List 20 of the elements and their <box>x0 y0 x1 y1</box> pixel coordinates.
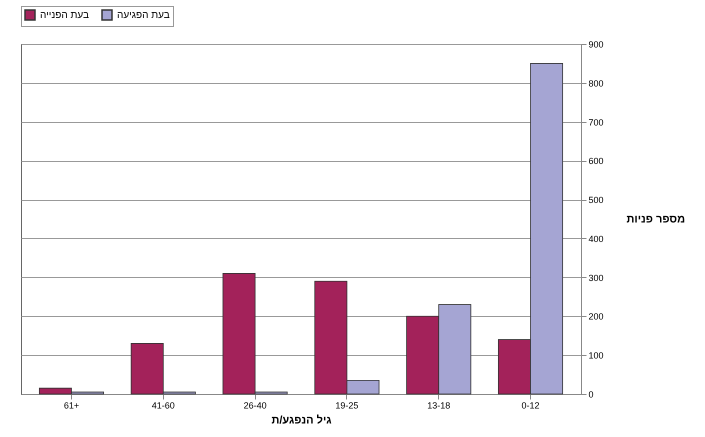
y-tick-label: 700 <box>588 117 604 128</box>
x-tick-label: 0-12 <box>522 400 540 410</box>
legend-label: בעת הפנייה <box>40 10 89 21</box>
x-tick-label: 13-18 <box>427 400 450 410</box>
y-axis-title: מספר פניות <box>626 214 686 226</box>
legend-label: בעת הפגיעה <box>117 10 170 21</box>
x-tick-label: 61+ <box>64 400 80 410</box>
y-tick-label: 0 <box>588 390 594 400</box>
x-tick-label: 19-25 <box>335 400 358 410</box>
y-tick-label: 100 <box>588 350 604 361</box>
y-tick-label: 800 <box>588 78 604 88</box>
y-tick-label: 600 <box>588 156 604 166</box>
x-tick-label: 26-40 <box>244 400 267 410</box>
x-tick-label: 41-60 <box>152 400 175 410</box>
y-tick-label: 200 <box>588 312 604 322</box>
y-tick-label: 400 <box>588 234 604 244</box>
y-tick-label: 900 <box>588 40 604 50</box>
x-axis-title: גיל הנפגע/ת <box>271 414 332 426</box>
y-tick-label: 300 <box>588 272 604 283</box>
y-tick-label: 500 <box>588 195 604 206</box>
